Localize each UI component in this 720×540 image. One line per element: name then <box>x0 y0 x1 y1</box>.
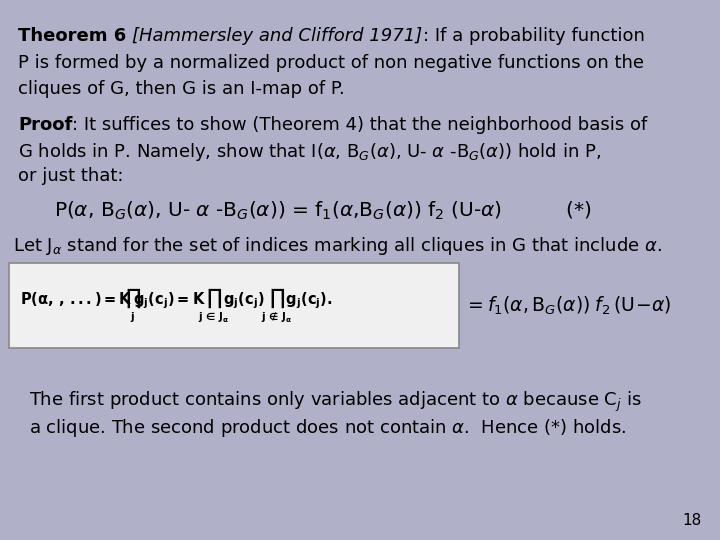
Text: P is formed by a normalized product of non negative functions on the: P is formed by a normalized product of n… <box>18 54 644 72</box>
Text: G holds in P. Namely, show that I($\alpha$, B$_G$($\alpha$), U- $\alpha$ -B$_G$(: G holds in P. Namely, show that I($\alph… <box>18 141 601 164</box>
Text: [Hammersley and Clifford 1971]: [Hammersley and Clifford 1971] <box>132 27 423 45</box>
Text: Let J$_\alpha$ stand for the set of indices marking all cliques in G that includ: Let J$_\alpha$ stand for the set of indi… <box>13 235 662 257</box>
Text: $= f_1(\alpha,\mathrm{B}_G(\alpha))\;f_2\,(\mathrm{U}\!-\!\alpha)$: $= f_1(\alpha,\mathrm{B}_G(\alpha))\;f_2… <box>464 294 672 317</box>
Text: Theorem 6: Theorem 6 <box>18 27 132 45</box>
Text: Proof: Proof <box>18 116 73 133</box>
Text: cliques of G, then G is an I-map of P.: cliques of G, then G is an I-map of P. <box>18 80 345 98</box>
Text: : If a probability function: : If a probability function <box>423 27 644 45</box>
Text: 18: 18 <box>683 513 702 528</box>
Text: $\mathbf{P(\alpha,\,,\,...) = K\!\!\prod_j\!\! g_j(c_j) = K\!\!\prod_{j\,\in\,J_: $\mathbf{P(\alpha,\,,\,...) = K\!\!\prod… <box>20 287 333 325</box>
Text: P($\alpha$, B$_G$($\alpha$), U- $\alpha$ -B$_G$($\alpha$)) = f$_1$($\alpha$,B$_G: P($\alpha$, B$_G$($\alpha$), U- $\alpha$… <box>54 200 592 222</box>
Text: : It suffices to show (Theorem 4) that the neighborhood basis of: : It suffices to show (Theorem 4) that t… <box>73 116 647 133</box>
Text: The first product contains only variables adjacent to $\alpha$ because C$_j$ is: The first product contains only variable… <box>29 390 642 414</box>
FancyBboxPatch shape <box>9 263 459 348</box>
Text: a clique. The second product does not contain $\alpha$.  Hence (*) holds.: a clique. The second product does not co… <box>29 417 626 439</box>
Text: or just that:: or just that: <box>18 167 124 185</box>
